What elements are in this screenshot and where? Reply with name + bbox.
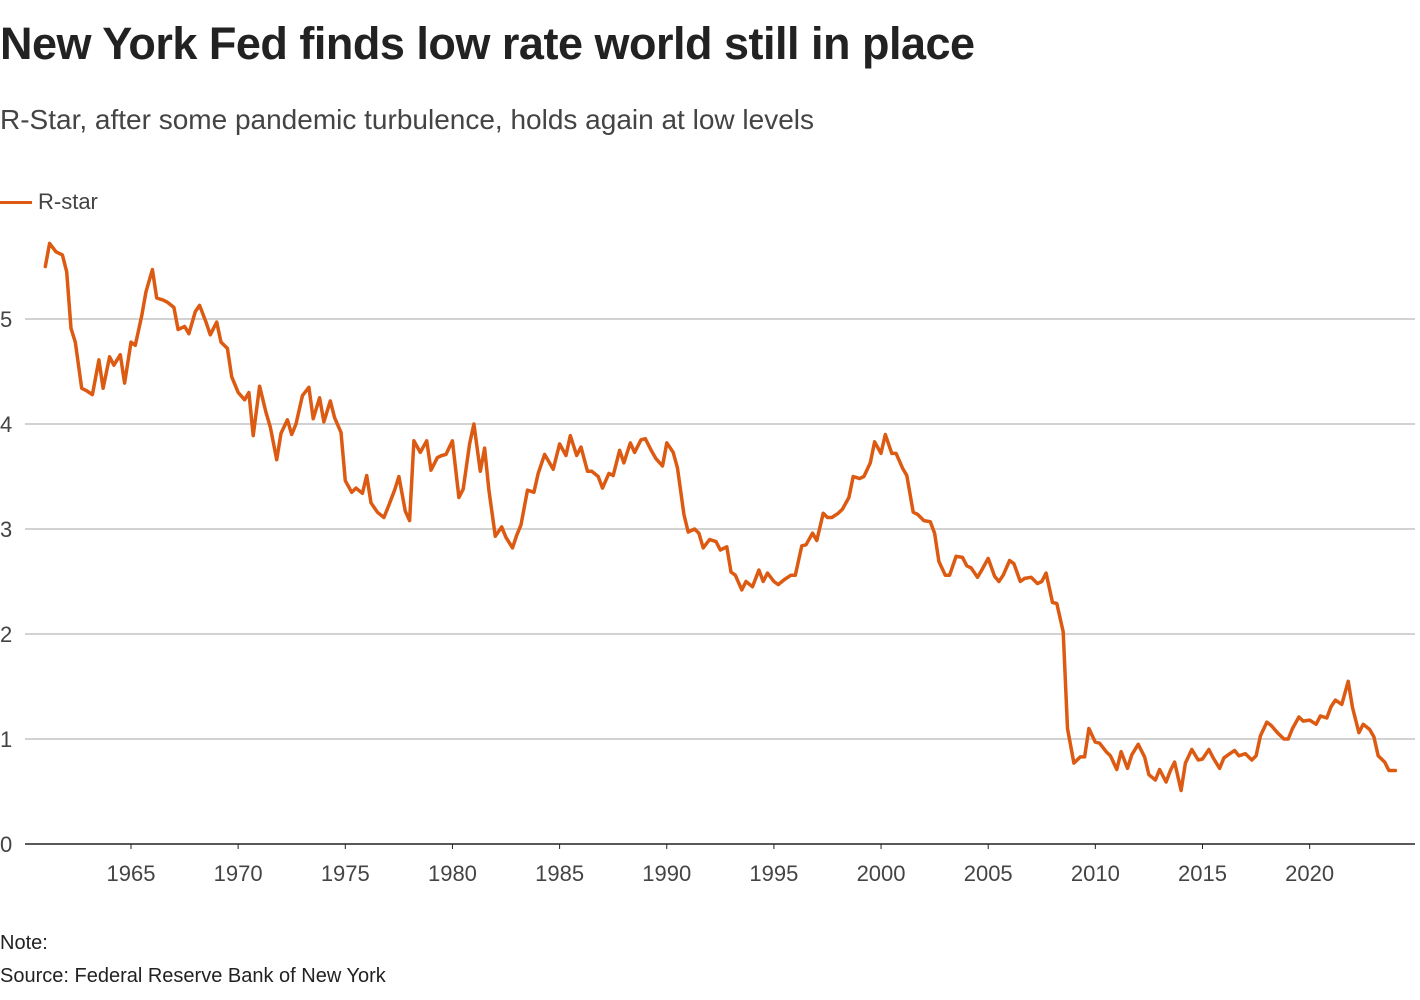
y-tick-label: 5 [0,307,12,332]
chart-source: Source: Federal Reserve Bank of New York [0,965,386,987]
x-tick-label: 1965 [107,861,156,886]
x-tick-label: 2000 [857,861,906,886]
legend-swatch-r-star [0,200,32,204]
x-tick-label: 2005 [964,861,1013,886]
y-tick-label: 2 [0,622,12,647]
x-tick-label: 1980 [428,861,477,886]
chart-subtitle: R-Star, after some pandemic turbulence, … [0,104,814,135]
legend: R-star [0,189,98,215]
x-tick-label: 1970 [214,861,263,886]
x-tick-label: 1995 [749,861,798,886]
series-line-r-star [43,241,1398,793]
x-tick-label: 1985 [535,861,584,886]
x-tick-label: 2015 [1178,861,1227,886]
x-tick-label: 1975 [321,861,370,886]
x-tick-label: 2010 [1071,861,1120,886]
x-tick-label: 1990 [642,861,691,886]
y-tick-label: 4 [0,412,12,437]
chart-note: Note: [0,932,48,954]
y-tick-label: 3 [0,517,12,542]
chart-title: New York Fed finds low rate world still … [0,18,975,69]
data-points [45,243,1396,791]
y-tick-label: 1 [0,727,12,752]
y-tick-label: 0 [0,832,12,857]
x-tick-label: 2020 [1285,861,1334,886]
legend-label-r-star: R-star [38,189,98,214]
